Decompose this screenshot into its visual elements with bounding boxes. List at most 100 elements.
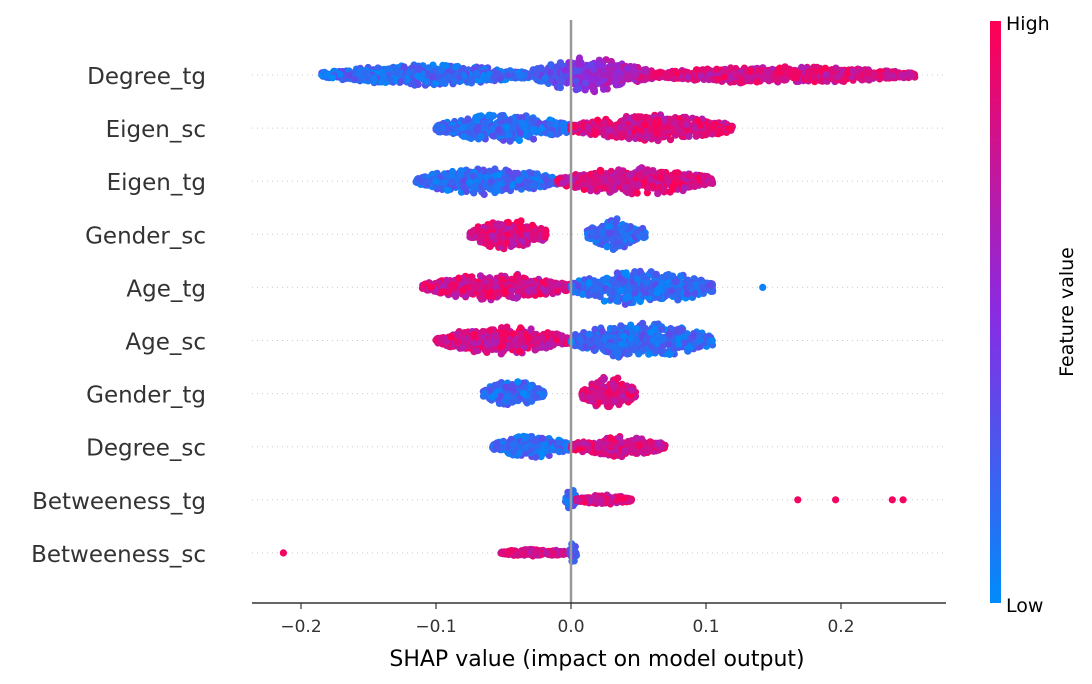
shap-point [460,132,468,140]
shap-point [506,116,514,124]
shap-point [505,168,513,176]
shap-point [615,171,623,179]
shap-point [483,75,491,83]
shap-point [495,171,503,179]
shap-point [495,70,503,78]
shap-point [473,69,481,77]
shap-point [773,76,781,85]
shap-point [798,63,806,71]
shap-point [575,85,583,93]
shap-point [432,177,440,185]
shap-point [591,130,599,139]
shap-point [393,69,401,77]
shap-point [515,176,523,184]
shap-point [821,64,829,72]
shap-point [572,67,581,75]
shap-point [667,71,675,79]
shap-point [664,178,672,186]
shap-point [600,71,608,79]
shap-point [529,181,537,189]
shap-point [470,189,478,197]
shap-point [502,123,511,131]
shap-point [480,119,488,127]
shap-point [504,71,512,79]
shap-point [487,178,495,186]
shap-point [547,68,555,76]
shap-point [455,73,463,81]
shap-point [856,66,864,74]
shap-point [789,74,798,82]
shap-point [669,125,677,133]
shap-point [655,183,663,191]
shap-point [418,74,426,82]
beeswarm-row-eigen-sc [432,111,736,145]
shap-point [448,178,456,186]
shap-point [683,121,691,129]
shap-point [517,223,525,231]
shap-point [725,125,733,133]
shap-point [468,130,476,138]
shap-point [716,127,724,135]
shap-point [684,73,692,81]
shap-point [714,75,722,83]
shap-point [328,74,337,82]
shap-point [515,136,524,145]
shap-point [581,80,590,88]
shap-point [519,237,527,245]
shap-point [696,121,705,130]
shap-point [621,124,629,132]
shap-point [415,65,423,73]
shap-point [631,71,640,79]
shap-point [481,182,489,190]
shap-point [666,115,674,123]
shap-point [560,123,568,131]
row-guides [252,74,946,554]
shap-point [475,112,483,120]
shap-point [489,112,497,120]
shap-point [889,72,897,80]
shap-point [504,218,512,226]
shap-point [370,74,378,82]
shap-point [637,127,645,135]
shap-point [604,126,613,135]
shap-point [581,86,589,94]
shap-point [593,116,602,124]
shap-point [535,232,543,240]
shap-point [532,71,540,79]
shap-point [685,132,693,140]
shap-point [908,71,916,79]
shap-point [414,175,422,183]
shap-point [541,74,549,82]
beeswarm-points [279,54,919,565]
shap-point [559,179,567,187]
shap-point [743,76,751,84]
shap-point [414,80,422,88]
shap-point [584,123,592,131]
shap-point [345,71,353,79]
shap-point [697,72,705,80]
shap-point [746,67,755,75]
shap-point [477,132,485,141]
shap-point [506,137,514,145]
shap-point [516,129,524,137]
shap-point [670,180,679,188]
shap-point [542,176,550,184]
shap-point [731,70,739,78]
shap-point [583,73,591,81]
shap-point [528,115,537,123]
shap-point [680,184,689,192]
shap-point [509,241,518,249]
shap-point [488,131,497,140]
shap-point [387,76,395,84]
shap-point [606,181,614,189]
shap-point [466,179,474,187]
shap-point [699,66,707,74]
shap-point [456,170,464,178]
shap-point [400,63,408,71]
shap-point [421,177,429,185]
shap-point [606,66,614,74]
shap-point [493,187,501,195]
shap-point [530,125,538,133]
shap-point [397,77,405,86]
shap-point [707,179,715,187]
